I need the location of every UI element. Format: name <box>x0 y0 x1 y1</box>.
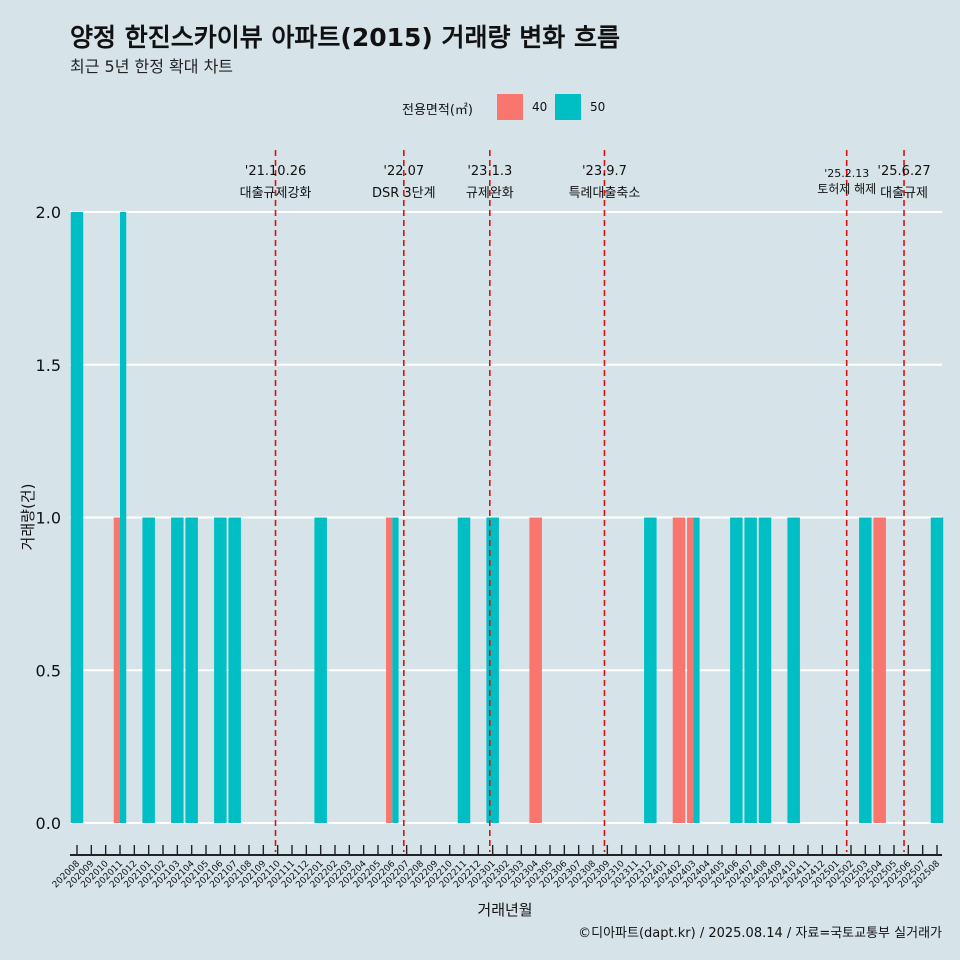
bar-202402-40 <box>672 517 686 823</box>
chart-subtitle: 최근 5년 한정 확대 차트 <box>70 57 234 76</box>
bar-202008-50 <box>70 212 84 823</box>
event-date-label: '25.6.27 <box>877 164 930 179</box>
event-date-label: '23.9.7 <box>582 164 627 179</box>
legend-title: 전용면적(㎡) <box>402 103 473 118</box>
bar-202211-50 <box>457 517 471 823</box>
bar-202106-50 <box>214 517 227 823</box>
event-text-label: 토허제 해제 <box>817 182 876 196</box>
bar-202101-50 <box>142 517 155 823</box>
event-text-label: 특례대출축소 <box>569 186 641 201</box>
bar-202011-40 <box>113 517 120 823</box>
bar-202410-50 <box>787 517 800 823</box>
legend: 전용면적(㎡) 40 50 <box>0 94 960 120</box>
bar-202406-50 <box>730 517 743 823</box>
bar-202103-50 <box>171 517 184 823</box>
x-axis: 2020082020092020102020112020122021012021… <box>51 845 942 890</box>
bar-202403-50 <box>693 517 700 823</box>
event-date-label: '25.2.13 <box>824 167 869 180</box>
bar-202403-40 <box>687 517 694 823</box>
caption: ©디아파트(dapt.kr) / 2025.08.14 / 자료=국토교통부 실… <box>578 926 942 941</box>
bar-202312-50 <box>644 517 657 823</box>
y-tick-label: 0.5 <box>36 661 61 680</box>
event-date-label: '23.1.3 <box>467 164 512 179</box>
bar-202304-40 <box>529 517 542 823</box>
bars <box>70 212 944 823</box>
y-tick-label: 1.0 <box>36 509 61 528</box>
chart-title: 양정 한진스카이뷰 아파트(2015) 거래량 변화 흐름 <box>70 23 620 52</box>
legend-label-40: 40 <box>532 100 548 114</box>
legend-key-40 <box>497 94 523 120</box>
y-tick-label: 0.0 <box>36 814 61 833</box>
bar-202206-40 <box>386 517 393 823</box>
event-date-label: '21.10.26 <box>245 164 306 179</box>
event-text-label: 대출규제강화 <box>240 186 312 201</box>
y-axis: 0.0 0.5 1.0 1.5 2.0 <box>36 203 61 833</box>
bar-202104-50 <box>185 517 198 823</box>
event-date-label: '22.07 <box>383 164 424 179</box>
y-axis-label: 거래량(건) <box>19 484 37 551</box>
event-text-label: 규제완화 <box>466 186 514 201</box>
bar-202201-50 <box>314 517 327 823</box>
y-tick-label: 2.0 <box>36 203 61 222</box>
bar-202206-50 <box>392 517 399 823</box>
bar-202301-50 <box>486 517 499 823</box>
bar-202107-50 <box>228 517 241 823</box>
bar-202504-40 <box>873 517 886 823</box>
bar-202508-50 <box>930 517 944 823</box>
legend-label-50: 50 <box>590 100 606 114</box>
bar-202011-50 <box>120 212 127 823</box>
legend-key-50 <box>555 94 581 120</box>
x-axis-label: 거래년월 <box>477 901 532 919</box>
event-lines: '21.10.26 대출규제강화 '22.07 DSR 3단계 '23.1.3 규제완화 '… <box>240 150 931 852</box>
bar-202408-50 <box>758 517 772 823</box>
grid-lines <box>70 211 942 824</box>
event-text-label: DSR 3단계 <box>372 186 436 201</box>
y-tick-label: 1.5 <box>36 356 61 375</box>
event-text-label: 대출규제 <box>880 186 928 201</box>
bar-202407-50 <box>744 517 757 823</box>
bar-202503-50 <box>859 517 872 823</box>
